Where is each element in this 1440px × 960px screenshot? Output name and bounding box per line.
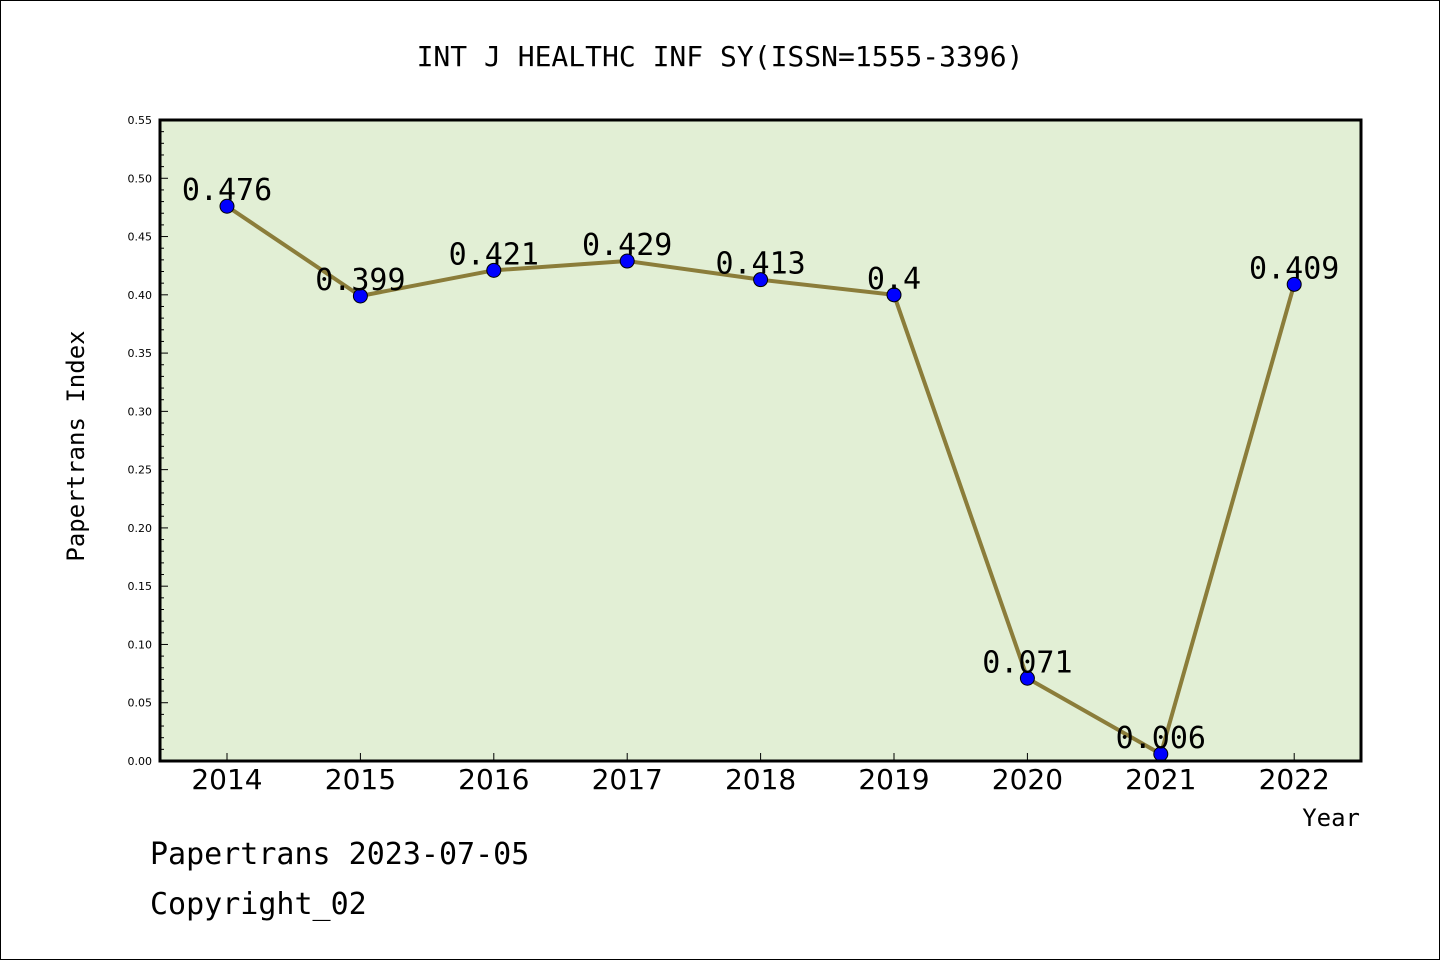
data-point	[753, 272, 769, 288]
y-axis-label: Papertrans Index	[62, 330, 90, 561]
x-tick-label: 2016	[458, 763, 529, 796]
data-point	[1019, 670, 1035, 686]
data-label: 0.413	[715, 247, 805, 282]
x-axis: 2014 2015 2016 2017 2018 2019 2020 2021 2022	[191, 753, 1330, 796]
data-label: 0.399	[315, 263, 405, 298]
data-label: 0.006	[1116, 721, 1206, 756]
footer-date: Papertrans 2023-07-05	[150, 837, 529, 872]
x-tick-label: 2021	[1125, 763, 1196, 796]
data-point	[219, 198, 235, 214]
x-tick-label: 2022	[1259, 763, 1330, 796]
data-label: 0.071	[982, 645, 1072, 680]
y-tick-label: 0.00	[128, 755, 153, 768]
y-tick-label: 0.40	[128, 289, 153, 302]
y-tick-label: 0.30	[128, 405, 153, 418]
data-label: 0.421	[449, 237, 539, 272]
x-tick-label: 2018	[725, 763, 796, 796]
data-point	[486, 262, 502, 278]
x-tick-label: 2014	[191, 763, 262, 796]
y-tick-label: 0.25	[128, 464, 153, 477]
data-point	[619, 253, 635, 269]
y-tick-label: 0.10	[128, 638, 153, 651]
data-point	[352, 288, 368, 304]
plot-area	[160, 120, 1361, 761]
y-tick-label: 0.20	[128, 522, 153, 535]
x-tick-label: 2015	[325, 763, 396, 796]
plot-border	[158, 118, 1363, 763]
x-axis-label: Year	[1302, 804, 1360, 832]
data-label: 0.476	[182, 173, 272, 208]
x-tick-label: 2019	[858, 763, 929, 796]
series-group: 0.476 0.399 0.421 0.429 0.413 0.4 0.071 0.006 0.…	[182, 173, 1339, 762]
data-point	[886, 287, 902, 303]
y-tick-label: 0.35	[128, 347, 153, 360]
y-tick-label: 0.15	[128, 580, 153, 593]
y-tick-label: 0.50	[128, 172, 153, 185]
data-label: 0.429	[582, 228, 672, 263]
y-tick-label: 0.45	[128, 231, 153, 244]
data-label: 0.4	[867, 262, 921, 297]
y-tick-label: 0.05	[128, 697, 153, 710]
chart-title: INT J HEALTHC INF SY(ISSN=1555-3396)	[417, 40, 1024, 73]
y-axis: 0.00 0.05 0.10 0.15 0.20 0.25 0.30 0.35 0.40 0.45…	[128, 114, 168, 768]
x-tick-label: 2017	[592, 763, 663, 796]
x-tick-label: 2020	[992, 763, 1063, 796]
footer-copyright: Copyright_02	[150, 887, 367, 922]
data-point	[1286, 276, 1302, 292]
data-label: 0.409	[1249, 251, 1339, 286]
y-tick-label: 0.55	[128, 114, 153, 127]
